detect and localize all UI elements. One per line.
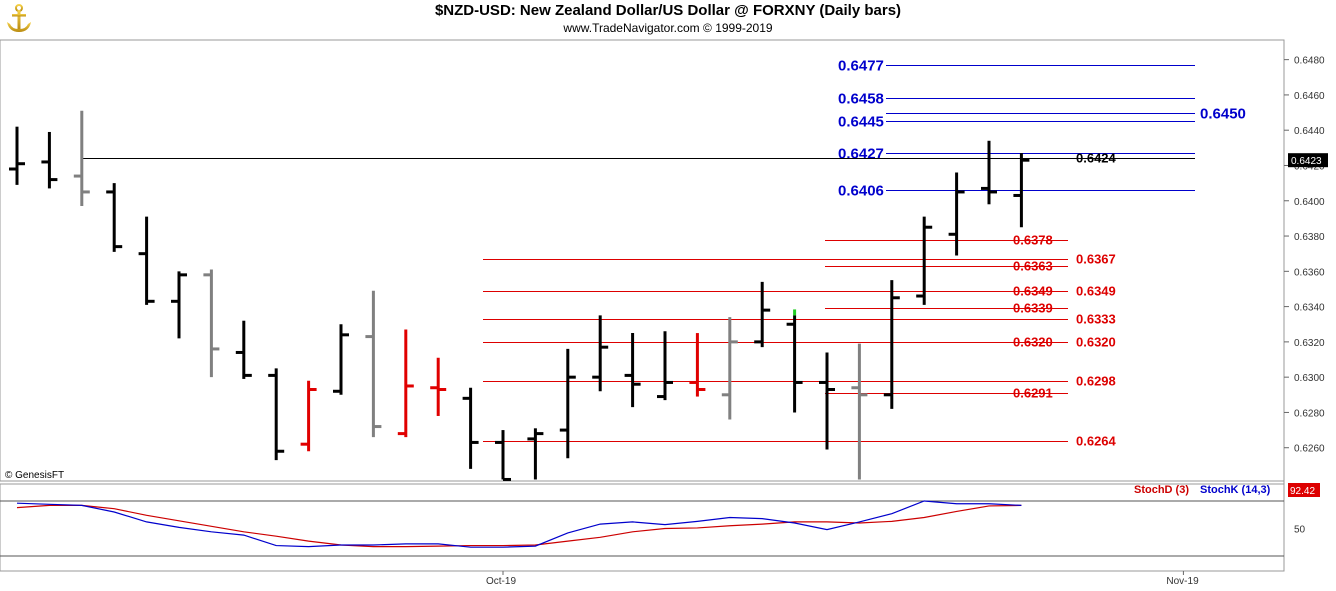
last-price-label: 0.6423 [1291, 156, 1322, 167]
level-label-6: 0.6406 [838, 183, 884, 200]
stoch-tick-label: 50 [1294, 525, 1306, 536]
level-label-right-13: 0.6320 [1076, 335, 1116, 350]
level-label-11: 0.6339 [1013, 301, 1053, 316]
ohlc-bar [948, 172, 965, 256]
y-tick-label: 0.6300 [1294, 373, 1325, 384]
stoch-series-k [16, 500, 1022, 548]
ohlc-bar [624, 333, 641, 408]
stochastic-panel: StochD (3) StochK (14,3) 92.42 50 [0, 483, 1320, 557]
y-tick-label: 0.6400 [1294, 197, 1325, 208]
ohlc-bar [106, 183, 123, 252]
ohlc-bar [495, 430, 511, 481]
last-price-box [1288, 153, 1328, 168]
date-axis: Oct-19 Nov-19 [486, 571, 1199, 587]
level-label-right-14: 0.6298 [1076, 374, 1116, 389]
ohlc-bar [430, 357, 447, 416]
level-label-9: 0.6363 [1013, 259, 1053, 274]
ohlc-bar [1013, 153, 1030, 228]
y-tick-label: 0.6480 [1294, 56, 1325, 67]
level-label-10: 0.6349 [1013, 284, 1053, 299]
ohlc-bar [462, 387, 479, 469]
x-tick-label: Oct-19 [486, 576, 516, 587]
y-tick-label: 0.6340 [1294, 303, 1325, 314]
anchor-logo-icon [7, 4, 31, 32]
ohlc-bar [9, 126, 25, 185]
stoch-last-label: 92.42 [1290, 486, 1315, 497]
ohlc-bar [268, 368, 285, 461]
stoch-k-legend: StochK (14,3) [1200, 484, 1271, 496]
y-tick-label: 0.6320 [1294, 338, 1325, 349]
ohlc-bar [527, 428, 544, 480]
ohlc-bar [333, 324, 349, 395]
level-label-right-2: 0.6450 [1200, 106, 1246, 123]
level-label-13: 0.6320 [1013, 335, 1053, 350]
level-label-right-5: 0.6424 [1076, 151, 1117, 166]
y-tick-label: 0.6460 [1294, 91, 1325, 102]
ohlc-bar [397, 329, 414, 438]
ohlc-bar [365, 290, 382, 438]
level-label-right-10: 0.6349 [1076, 284, 1116, 299]
ohlc-bar [721, 317, 738, 420]
level-label-0: 0.6477 [838, 58, 884, 75]
y-tick-label: 0.6440 [1294, 126, 1325, 137]
ohlc-bar [657, 331, 673, 401]
ohlc-bar [981, 140, 997, 205]
y-tick-label: 0.6280 [1294, 408, 1325, 419]
ohlc-bar [138, 216, 155, 305]
price-axis: 0.6260 0.6280 0.6300 0.6320 0.6340 0.6360 0.63… [1284, 56, 1328, 455]
ohlc-bar [786, 309, 803, 413]
ohlc-bar [235, 320, 252, 379]
y-tick-label: 0.6260 [1294, 444, 1325, 455]
chart-subtitle: www.TradeNavigator.com © 1999-2019 [563, 21, 773, 35]
y-tick-label: 0.6380 [1294, 232, 1325, 243]
stoch-d-legend: StochD (3) [1134, 484, 1189, 496]
ohlc-bar [592, 315, 609, 392]
ohlc-bar [41, 131, 58, 189]
level-label-3: 0.6445 [838, 114, 884, 131]
copyright-label: © GenesisFT [5, 470, 64, 481]
ohlc-bar [754, 281, 771, 348]
level-label-right-8: 0.6367 [1076, 252, 1116, 267]
stoch-pane-border [0, 483, 1285, 572]
x-tick-label: Nov-19 [1166, 576, 1199, 587]
stoch-last-box [1288, 483, 1320, 497]
ohlc-bars [9, 110, 1030, 481]
ohlc-bar [916, 216, 933, 305]
ohlc-bar [819, 352, 835, 450]
y-tick-label: 0.6360 [1294, 267, 1325, 278]
level-label-1: 0.6458 [838, 91, 884, 108]
ohlc-bar [300, 380, 317, 452]
level-label-right-12: 0.6333 [1076, 312, 1116, 327]
ohlc-bar [883, 280, 900, 409]
ohlc-bar [171, 271, 187, 339]
level-label-7: 0.6378 [1013, 233, 1053, 248]
ohlc-bar [851, 343, 868, 480]
ohlc-bar [689, 333, 706, 397]
level-label-4: 0.6427 [838, 146, 884, 163]
level-label-right-16: 0.6264 [1076, 434, 1117, 449]
chart-title: $NZD-USD: New Zealand Dollar/US Dollar @… [434, 2, 902, 19]
price-levels: 0.6477 0.6458 0.6450 0.6445 0.6427 0.6424 0.64… [82, 58, 1246, 449]
ohlc-bar [559, 348, 576, 459]
ohlc-bar [73, 110, 90, 207]
level-label-15: 0.6291 [1013, 386, 1053, 401]
chart-frame [0, 39, 1285, 572]
ohlc-bar [203, 269, 220, 378]
